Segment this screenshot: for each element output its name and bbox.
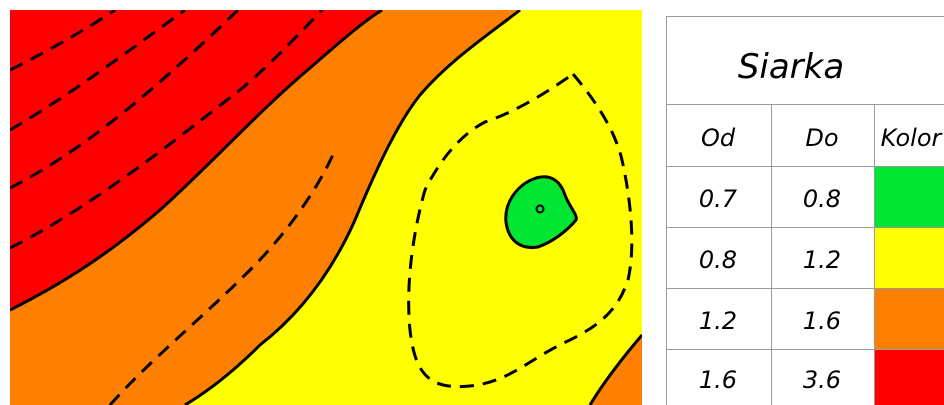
legend-grid (666, 16, 944, 405)
contour-dashed-2 (10, 10, 186, 132)
legend-swatch-yellow (874, 227, 944, 288)
legend-header-color: Kolor (881, 124, 944, 152)
legend-row-1-from: 0.7 (699, 185, 738, 213)
zone-orange (10, 10, 520, 405)
contour-dashed-loop (407, 71, 634, 389)
legend-row-3-from: 1.2 (699, 307, 737, 335)
legend-row-3-to: 1.6 (803, 307, 841, 335)
contour-solid-red-orange (10, 10, 383, 312)
legend-header-to: Do (805, 124, 838, 152)
sample-point (535, 204, 545, 214)
legend-swatch-red (874, 349, 944, 405)
legend-row-4-from: 1.6 (699, 366, 737, 394)
legend-swatch-green (874, 166, 944, 227)
contour-map (10, 10, 642, 405)
contour-dashed-3 (10, 10, 240, 190)
contour-solid-corner (588, 334, 642, 405)
legend-row-2-from: 0.8 (699, 246, 737, 274)
contour-dashed-4 (10, 10, 324, 250)
legend-row-2-to: 1.2 (803, 246, 841, 274)
legend-swatch-orange (874, 288, 944, 349)
legend-header-from: Od (701, 124, 736, 152)
legend-title: Siarka (738, 47, 844, 87)
legend-table: Siarka Od Do Kolor 0.7 0.8 0.8 1.2 1.2 1… (666, 16, 944, 405)
contour-solid-orange-yellow (184, 10, 521, 405)
contour-dashed-orange (108, 149, 337, 405)
legend-row-4-to: 3.6 (803, 366, 841, 394)
legend-row-1-to: 0.8 (803, 185, 841, 213)
